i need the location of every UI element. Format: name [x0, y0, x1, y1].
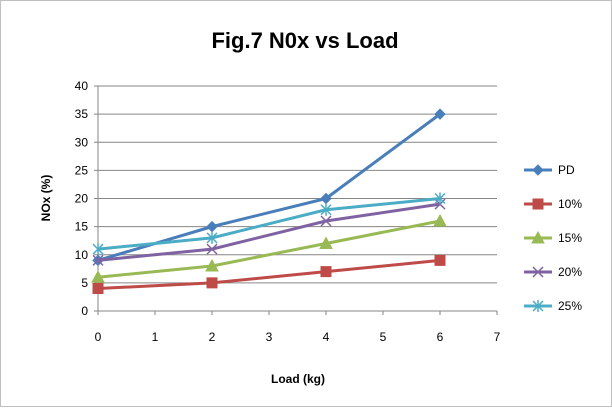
- data-point: [434, 254, 446, 266]
- data-point: [433, 213, 447, 227]
- data-point: [434, 192, 446, 205]
- tick-labels: 0 5 10 15 20 25 30 35 40 0 1 2 3 4 5 6 7: [75, 79, 501, 344]
- chart-title: Fig.7 N0x vs Load: [211, 28, 398, 53]
- legend-marker-1: [532, 198, 544, 210]
- y-tick-label: 20: [75, 192, 89, 206]
- x-tick-label: 5: [380, 330, 387, 344]
- series-line-3: [97, 202, 441, 262]
- legend-marker-2: [531, 230, 545, 244]
- data-point: [320, 266, 332, 278]
- y-tick-label: 10: [75, 248, 89, 262]
- x-tick-label: 2: [209, 330, 216, 344]
- legend-label: PD: [558, 163, 575, 177]
- x-tick-label: 7: [494, 330, 501, 344]
- series-line-1: [97, 258, 441, 290]
- data-point: [320, 192, 332, 205]
- legend-marker-0: [532, 164, 544, 176]
- x-axis-label: Load (kg): [271, 372, 325, 386]
- y-axis-label: NOx (%): [39, 175, 53, 222]
- x-tick-label: 1: [152, 330, 159, 344]
- data-point: [205, 258, 219, 272]
- y-tick-label: 15: [75, 220, 89, 234]
- data-point: [320, 215, 332, 227]
- legend-label: 15%: [558, 231, 582, 245]
- legend-marker-4: [532, 300, 544, 312]
- y-tick-label: 30: [75, 135, 89, 149]
- data-point: [434, 108, 446, 120]
- data-point: [206, 231, 218, 244]
- legend-label: 10%: [558, 197, 582, 211]
- axes: [94, 85, 498, 315]
- series-line-4: [97, 197, 441, 251]
- y-tick-label: 25: [75, 163, 89, 177]
- data-point: [92, 243, 104, 256]
- y-tick-label: 35: [75, 107, 89, 121]
- y-tick-label: 40: [75, 79, 89, 93]
- series-line-2: [97, 219, 441, 279]
- y-tick-label: 0: [81, 304, 88, 318]
- legend-marker-3: [532, 266, 544, 278]
- data-point: [92, 283, 104, 294]
- data-point: [91, 270, 105, 283]
- data-point: [206, 243, 218, 255]
- y-tick-label: 5: [81, 276, 88, 290]
- legend-label: 20%: [558, 265, 582, 279]
- data-point: [320, 203, 332, 216]
- legend: PD 10% 15% 20% 25%: [524, 163, 582, 313]
- legend-label: 25%: [558, 299, 582, 313]
- x-tick-label: 4: [323, 330, 330, 344]
- data-point: [92, 254, 104, 266]
- data-point: [206, 277, 218, 289]
- data-point: [319, 236, 333, 249]
- x-tick-label: 3: [266, 330, 273, 344]
- data-point: [206, 220, 218, 233]
- x-tick-label: 0: [95, 330, 102, 344]
- x-tick-label: 6: [437, 330, 444, 344]
- series-group: [91, 108, 447, 294]
